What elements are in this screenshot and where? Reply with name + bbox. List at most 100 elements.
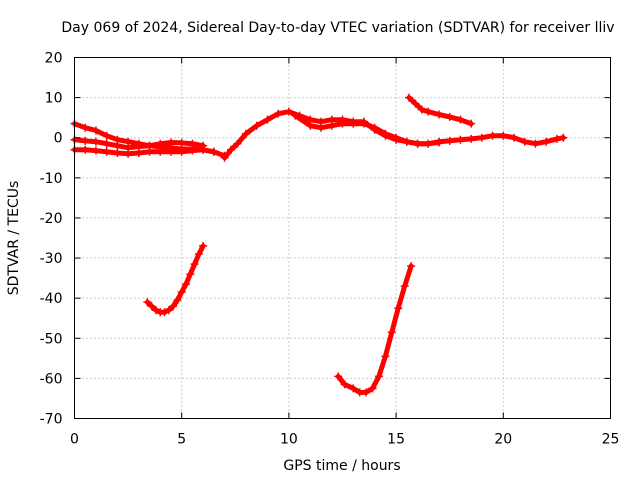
data-point (284, 107, 293, 116)
data-point (520, 137, 529, 146)
data-point (488, 131, 497, 140)
x-tick-labels: 0 5 10 15 20 25 (70, 432, 619, 448)
data-point (164, 306, 173, 315)
y-tick-labels: -70 -60 -50 -40 -30 -20 -10 0 10 20 (40, 51, 63, 428)
data-point (147, 302, 156, 311)
data-point (291, 111, 300, 120)
data-point (334, 372, 343, 381)
x-axis-label: GPS time / hours (283, 458, 400, 474)
data-traces (70, 93, 568, 397)
data-point (151, 306, 160, 315)
y-axis-label: SDTVAR / TECUs (6, 181, 22, 296)
data-point (227, 145, 236, 154)
data-point (467, 119, 476, 128)
data-point (252, 121, 261, 130)
y-tick-label: 20 (45, 51, 63, 67)
data-point (340, 380, 349, 389)
data-point (124, 149, 133, 158)
data-point (194, 250, 203, 259)
data-point (209, 147, 218, 156)
data-point (317, 123, 326, 132)
data-point (113, 148, 122, 157)
data-point (160, 308, 169, 317)
data-point (188, 139, 197, 148)
y-tick-label: 0 (54, 131, 63, 147)
data-point (102, 147, 111, 156)
data-point (400, 282, 409, 291)
data-point (102, 131, 111, 140)
data-point (143, 298, 152, 307)
data-point (169, 302, 178, 311)
data-point (102, 139, 111, 148)
data-point (402, 137, 411, 146)
data-point (374, 372, 383, 381)
chart-title: Day 069 of 2024, Sidereal Day-to-day VTE… (61, 20, 614, 36)
data-point (559, 133, 568, 142)
data-point (370, 123, 379, 132)
data-point (173, 296, 182, 305)
data-point (220, 153, 229, 162)
data-point (188, 146, 197, 155)
axis-ticks (74, 57, 611, 419)
data-point (359, 119, 368, 128)
data-point (274, 109, 283, 118)
data-point (445, 112, 454, 121)
data-point (413, 139, 422, 148)
data-point (233, 139, 242, 148)
x-tick-label: 20 (494, 432, 512, 448)
y-tick-label: -20 (40, 211, 63, 227)
data-point (327, 121, 336, 130)
data-point (552, 134, 561, 143)
y-tick-label: -50 (40, 331, 63, 347)
data-point (445, 136, 454, 145)
y-tick-label: -10 (40, 171, 63, 187)
data-point (199, 242, 208, 251)
data-point (166, 147, 175, 156)
data-point (531, 139, 540, 148)
data-point (394, 304, 403, 313)
data-point (91, 146, 100, 155)
data-point (156, 147, 165, 156)
data-point (349, 119, 358, 128)
data-point (411, 99, 420, 108)
y-tick-label: -60 (40, 371, 63, 387)
data-point (166, 138, 175, 147)
data-point (186, 270, 195, 279)
x-tick-label: 0 (70, 432, 79, 448)
data-point (477, 133, 486, 142)
data-point (181, 280, 190, 289)
data-point (145, 147, 154, 156)
data-point (81, 145, 90, 154)
data-point (177, 138, 186, 147)
data-trace-7 (144, 243, 206, 315)
data-point (467, 134, 476, 143)
data-point (338, 119, 347, 128)
data-point (542, 137, 551, 146)
y-tick-label: -70 (40, 412, 63, 428)
data-point (381, 129, 390, 138)
data-point (404, 93, 413, 102)
y-tick-label: -40 (40, 291, 63, 307)
data-point (81, 123, 90, 132)
grid-lines (74, 57, 611, 419)
data-point (362, 388, 371, 397)
data-point (199, 145, 208, 154)
data-point (91, 137, 100, 146)
data-point (177, 288, 186, 297)
data-point (242, 129, 251, 138)
data-point (456, 115, 465, 124)
x-tick-label: 15 (387, 432, 405, 448)
data-point (91, 126, 100, 135)
data-point (113, 141, 122, 150)
data-point (381, 352, 390, 361)
data-point (417, 105, 426, 114)
data-point (424, 139, 433, 148)
data-point (499, 131, 508, 140)
data-trace-8 (335, 263, 414, 395)
x-tick-label: 25 (602, 432, 620, 448)
y-tick-label: -30 (40, 251, 63, 267)
data-point (434, 110, 443, 119)
data-point (392, 133, 401, 142)
data-point (424, 107, 433, 116)
data-point (81, 136, 90, 145)
